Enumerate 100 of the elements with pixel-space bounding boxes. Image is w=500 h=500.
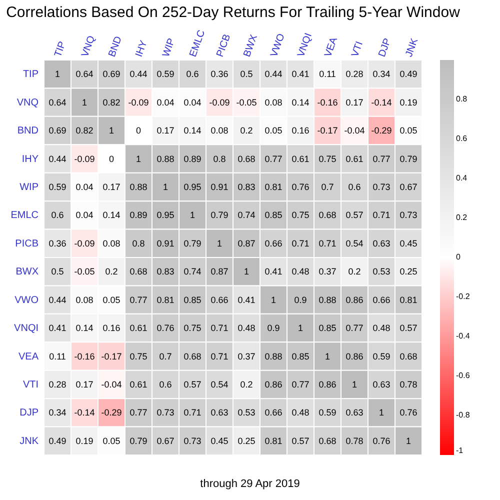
y-tick-label: DJP	[20, 408, 39, 419]
data-label: -0.09	[209, 97, 230, 108]
data-label: 1	[216, 238, 222, 248]
chart-title: Correlations Based On 252-Day Returns For Trailing 5-Year Window	[6, 4, 460, 22]
data-label: 0.78	[346, 436, 364, 446]
data-label: -0.29	[371, 126, 392, 136]
data-label: 0.88	[264, 351, 282, 362]
data-label: 0.73	[400, 210, 418, 220]
data-label: 0.77	[372, 154, 390, 164]
data-label: 0.76	[156, 323, 174, 334]
data-label: 0.81	[264, 436, 282, 446]
x-tick-label: TIP	[52, 40, 69, 59]
data-label: 0.14	[102, 210, 120, 220]
data-label: 0.44	[264, 69, 282, 80]
color-bar-label: -0.8	[456, 410, 470, 420]
data-label: 0.19	[76, 436, 94, 446]
x-tick-label: BWX	[242, 33, 260, 59]
data-label: 0.57	[184, 379, 202, 390]
data-label: 0.37	[318, 266, 336, 277]
data-label: 0.67	[400, 182, 418, 192]
data-label: 0.85	[264, 210, 282, 220]
data-label: 0.41	[264, 266, 282, 277]
data-label: 0.89	[184, 154, 202, 164]
data-label: 0.08	[210, 126, 228, 136]
color-bar-label: 0	[456, 252, 461, 262]
data-label: 0	[108, 154, 114, 164]
data-label: 0.34	[48, 408, 66, 418]
data-label: 0.44	[130, 69, 148, 80]
data-label: 0.48	[292, 408, 310, 418]
data-label: 0.36	[210, 69, 228, 80]
data-label: -0.16	[74, 351, 95, 362]
data-label: 0.61	[292, 154, 310, 164]
data-label: 0.37	[238, 351, 256, 362]
data-label: 0.28	[48, 379, 66, 390]
data-label: 0.75	[292, 210, 310, 220]
data-label: 0.79	[130, 436, 148, 446]
color-bar-label: -0.4	[456, 332, 470, 340]
data-label: 0.45	[400, 238, 418, 248]
data-label: -0.09	[128, 97, 149, 108]
data-label: 0.91	[210, 182, 228, 192]
data-label: 0.6	[159, 379, 172, 390]
color-bar-label: 0.8	[456, 94, 468, 104]
data-label: 0.2	[348, 266, 361, 277]
data-label: 0.71	[292, 238, 310, 248]
data-label: 0.54	[346, 238, 364, 248]
data-label: 0.91	[156, 238, 174, 248]
data-label: 0.63	[372, 238, 390, 248]
data-label: -0.05	[236, 97, 257, 108]
data-label: 0.68	[130, 266, 148, 277]
data-label: 0.76	[400, 408, 418, 418]
data-label: 0.6	[186, 69, 199, 80]
y-tick-label: VTI	[22, 379, 38, 390]
data-label: 0.63	[346, 408, 364, 418]
data-label: -0.04	[101, 379, 122, 390]
data-label: 0.08	[264, 97, 282, 108]
data-label: 0.71	[372, 210, 390, 220]
data-label: 0.17	[156, 126, 174, 136]
data-label: 0.5	[240, 69, 253, 80]
data-label: 0.75	[184, 323, 202, 334]
data-label: 0.5	[51, 266, 64, 277]
data-label: 1	[162, 182, 168, 192]
data-label: 0.6	[348, 182, 361, 192]
data-label: 0.8	[213, 154, 226, 164]
x-tick-label: VEA	[322, 36, 340, 59]
data-label: 0.19	[400, 97, 418, 108]
data-label: 0.86	[318, 379, 336, 390]
data-label: 0.11	[319, 69, 336, 80]
color-bar-label: -1	[456, 446, 464, 455]
color-bar-label: -0.6	[456, 371, 470, 380]
data-label: 0.41	[238, 294, 256, 305]
data-label: 0.61	[130, 379, 148, 390]
data-label: 0.95	[184, 182, 202, 192]
data-label: 0.95	[156, 210, 174, 220]
data-label: -0.29	[101, 408, 122, 418]
data-label: 0.11	[49, 351, 66, 362]
data-label: 0.74	[238, 210, 256, 220]
data-label: 0.57	[292, 436, 310, 446]
data-label: 0.59	[318, 408, 336, 418]
data-label: -0.17	[101, 351, 122, 362]
data-label: -0.04	[344, 126, 365, 136]
data-label: 1	[378, 408, 384, 418]
data-label: 0.85	[292, 351, 310, 362]
data-label: 0.68	[318, 210, 336, 220]
data-label: 0.86	[264, 379, 282, 390]
data-label: 0.68	[400, 351, 418, 362]
data-label: 0.05	[102, 294, 120, 305]
data-label: 0.66	[210, 294, 228, 305]
data-label: 0.41	[48, 323, 66, 334]
x-tick-label: VTI	[350, 40, 366, 59]
data-label: -0.14	[371, 97, 392, 108]
data-label: 0.85	[318, 323, 336, 334]
data-label: 0.25	[400, 266, 418, 277]
data-label: 1	[82, 97, 88, 108]
data-label: 0.73	[184, 436, 202, 446]
data-label: 0.14	[184, 126, 202, 136]
data-label: 0.79	[184, 238, 202, 248]
data-label: 0.34	[372, 69, 390, 80]
data-label: 0.73	[156, 408, 174, 418]
data-label: 0.48	[238, 323, 256, 334]
data-label: 0.6	[51, 210, 64, 220]
